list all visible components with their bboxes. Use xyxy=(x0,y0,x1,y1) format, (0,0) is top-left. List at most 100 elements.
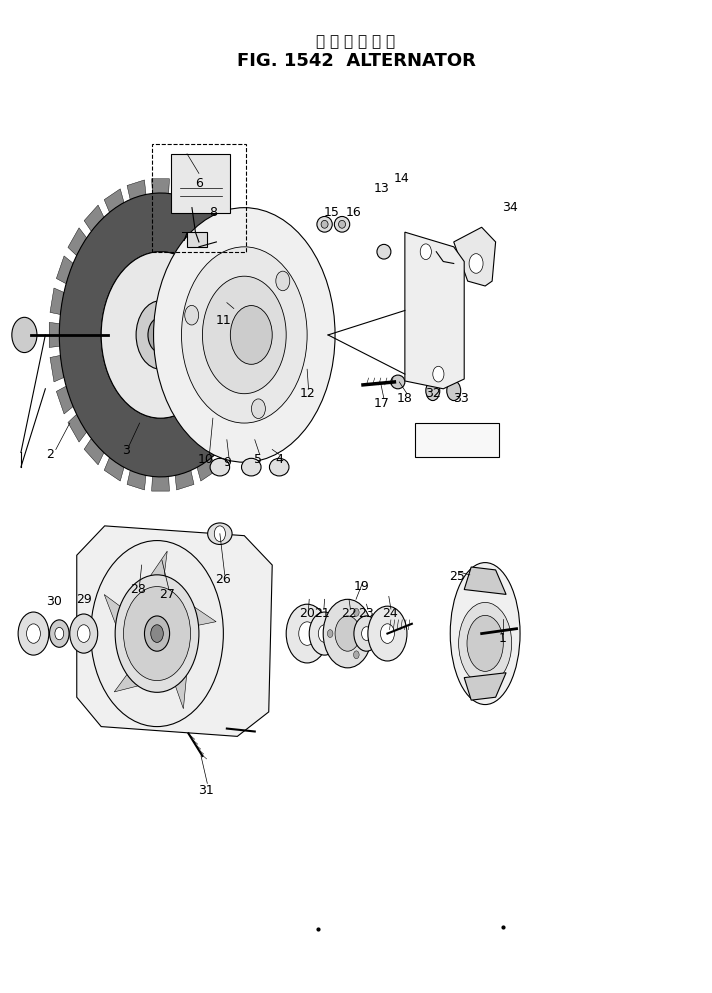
Polygon shape xyxy=(257,355,271,382)
Circle shape xyxy=(276,271,290,291)
Text: 11: 11 xyxy=(216,314,231,327)
Text: 20: 20 xyxy=(299,608,315,621)
Circle shape xyxy=(115,575,199,692)
Polygon shape xyxy=(56,386,73,414)
Polygon shape xyxy=(157,634,187,709)
Text: 6: 6 xyxy=(195,177,203,190)
Text: 4: 4 xyxy=(276,453,283,466)
Circle shape xyxy=(362,627,372,640)
Polygon shape xyxy=(50,355,64,382)
Polygon shape xyxy=(464,672,506,700)
Polygon shape xyxy=(217,205,237,231)
Bar xyxy=(415,423,499,458)
Text: 31: 31 xyxy=(198,783,214,796)
FancyBboxPatch shape xyxy=(171,154,231,213)
Polygon shape xyxy=(59,193,262,477)
Circle shape xyxy=(433,366,444,382)
Circle shape xyxy=(328,630,333,638)
Ellipse shape xyxy=(321,220,328,228)
Polygon shape xyxy=(50,288,64,315)
Circle shape xyxy=(18,612,49,655)
Ellipse shape xyxy=(208,523,232,544)
Circle shape xyxy=(12,318,37,353)
Circle shape xyxy=(90,540,224,727)
Ellipse shape xyxy=(377,244,391,259)
Polygon shape xyxy=(127,180,146,200)
Circle shape xyxy=(26,624,41,643)
Bar xyxy=(187,232,206,247)
Text: 23: 23 xyxy=(359,608,375,621)
Polygon shape xyxy=(257,288,271,315)
Bar xyxy=(152,144,246,251)
Text: 10: 10 xyxy=(198,453,214,466)
Text: 19: 19 xyxy=(354,580,370,593)
Text: 9: 9 xyxy=(223,456,231,469)
Polygon shape xyxy=(175,180,194,200)
Circle shape xyxy=(182,247,307,423)
Text: 8: 8 xyxy=(209,207,217,219)
Text: 34: 34 xyxy=(502,202,518,214)
Text: 5: 5 xyxy=(254,453,262,466)
Circle shape xyxy=(309,612,340,655)
Circle shape xyxy=(469,253,483,273)
Text: 24: 24 xyxy=(382,608,397,621)
Polygon shape xyxy=(197,458,217,481)
Circle shape xyxy=(420,244,431,259)
Text: 26: 26 xyxy=(216,573,231,586)
Polygon shape xyxy=(104,458,124,481)
Circle shape xyxy=(354,616,379,651)
Ellipse shape xyxy=(210,459,230,476)
Circle shape xyxy=(148,318,173,353)
Polygon shape xyxy=(454,227,496,286)
Text: 33: 33 xyxy=(453,392,468,405)
Circle shape xyxy=(136,301,185,369)
Ellipse shape xyxy=(338,220,345,228)
Circle shape xyxy=(78,625,90,642)
Polygon shape xyxy=(157,605,216,634)
Polygon shape xyxy=(84,439,104,465)
Circle shape xyxy=(123,587,191,680)
Text: 21: 21 xyxy=(315,608,330,621)
Text: FIG. 1542  ALTERNATOR: FIG. 1542 ALTERNATOR xyxy=(236,52,476,70)
Ellipse shape xyxy=(269,459,289,476)
Polygon shape xyxy=(77,526,272,737)
Text: 7: 7 xyxy=(181,230,189,243)
Polygon shape xyxy=(175,471,194,490)
Text: オ ル タ ネ ー タ: オ ル タ ネ ー タ xyxy=(316,34,396,49)
Circle shape xyxy=(55,628,63,639)
Circle shape xyxy=(251,399,266,418)
Polygon shape xyxy=(56,256,73,284)
Polygon shape xyxy=(127,471,146,490)
Polygon shape xyxy=(234,414,253,442)
Circle shape xyxy=(184,306,199,325)
Text: 1: 1 xyxy=(498,632,506,645)
Text: 15: 15 xyxy=(324,207,340,219)
Text: 27: 27 xyxy=(159,588,175,601)
Circle shape xyxy=(70,614,98,653)
Polygon shape xyxy=(152,477,169,492)
Circle shape xyxy=(231,306,272,364)
Circle shape xyxy=(299,622,315,645)
Circle shape xyxy=(323,600,372,668)
Circle shape xyxy=(101,251,220,418)
Polygon shape xyxy=(464,567,506,595)
Text: 13: 13 xyxy=(374,182,389,195)
Polygon shape xyxy=(152,179,169,194)
Polygon shape xyxy=(104,595,157,634)
Polygon shape xyxy=(114,634,157,692)
Polygon shape xyxy=(261,323,272,348)
Text: 25: 25 xyxy=(449,570,465,583)
Text: 3: 3 xyxy=(122,444,130,457)
Circle shape xyxy=(50,620,69,647)
Text: 18: 18 xyxy=(397,392,413,405)
Text: 29: 29 xyxy=(76,593,92,606)
Polygon shape xyxy=(248,256,265,284)
Polygon shape xyxy=(49,323,60,348)
Text: 30: 30 xyxy=(46,595,63,608)
Polygon shape xyxy=(104,189,124,213)
Circle shape xyxy=(368,606,407,661)
Circle shape xyxy=(214,526,226,541)
Polygon shape xyxy=(68,227,87,255)
Circle shape xyxy=(145,616,169,651)
Circle shape xyxy=(151,625,163,642)
